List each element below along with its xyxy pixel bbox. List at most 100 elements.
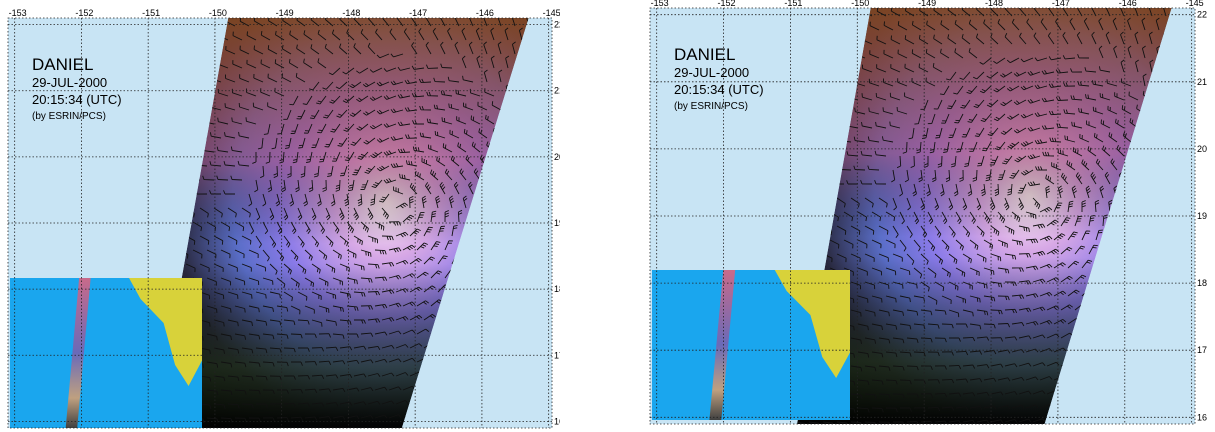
- wind-barb: [1194, 259, 1203, 268]
- lon-tick-label: -147: [1052, 0, 1070, 8]
- wind-barb: [914, 113, 922, 125]
- wind-barb: [254, 179, 259, 193]
- wind-barb: [1018, 197, 1024, 211]
- wind-barb: [430, 241, 441, 251]
- wind-barb: [983, 19, 992, 31]
- wind-barb: [318, 333, 332, 338]
- wind-barb: [269, 347, 282, 353]
- wind-barb: [425, 41, 432, 55]
- wind-barb: [409, 228, 421, 237]
- wind-barb: [441, 117, 453, 125]
- wind-barb: [357, 151, 369, 160]
- wind-barb: [332, 333, 345, 339]
- wind-barb: [1134, 31, 1139, 45]
- wind-barb: [857, 267, 868, 276]
- wind-barb: [298, 137, 306, 149]
- wind-barb: [265, 151, 271, 164]
- wind-barb: [448, 103, 460, 111]
- wind-barb: [283, 235, 291, 248]
- wind-barb: [1034, 57, 1048, 62]
- wind-barb: [948, 127, 957, 138]
- wind-barb: [875, 92, 887, 101]
- wind-barb: [857, 379, 870, 386]
- lon-tick-label: -145: [543, 8, 560, 18]
- wind-barb: [206, 389, 219, 396]
- wind-barb: [332, 415, 346, 420]
- wind-barb: [290, 389, 304, 394]
- wind-barb: [1141, 45, 1146, 59]
- wind-barb: [339, 165, 348, 177]
- wind-barb: [1063, 109, 1076, 115]
- wind-barb: [1032, 250, 1046, 257]
- wind-barb: [920, 281, 930, 292]
- wind-barb: [1011, 294, 1025, 300]
- wind-barb: [339, 401, 353, 406]
- wind-barb: [1048, 83, 1062, 88]
- wind-barb: [955, 378, 969, 383]
- wind-barb: [899, 267, 911, 276]
- wind-barb: [374, 331, 388, 336]
- wind-barb: [1141, 17, 1146, 31]
- wind-barb: [969, 295, 981, 303]
- wind-barb: [927, 406, 941, 412]
- wind-barb: [459, 168, 467, 181]
- wind-barb: [961, 33, 971, 45]
- wind-barb: [1004, 363, 1018, 368]
- wind-barb: [388, 274, 402, 280]
- wind-barb: [381, 262, 395, 267]
- wind-barb: [216, 175, 229, 181]
- wind-barb: [843, 211, 854, 222]
- wind-barb: [997, 405, 1011, 410]
- wind-barb: [1032, 197, 1041, 209]
- wind-barb: [962, 309, 974, 317]
- wind-barb: [220, 277, 231, 286]
- wind-barb: [1007, 183, 1013, 196]
- wind-barb: [206, 361, 219, 368]
- lat-tick-label: 19: [554, 218, 560, 228]
- wind-barb: [260, 59, 271, 69]
- wind-barb: [857, 351, 870, 358]
- wind-barb: [276, 305, 289, 312]
- wind-barb: [248, 277, 260, 286]
- wind-barb: [360, 179, 369, 190]
- wind-barb: [969, 350, 983, 355]
- wind-barb: [857, 323, 869, 331]
- wind-barb: [290, 249, 299, 261]
- lon-tick-label: -150: [209, 8, 227, 18]
- wind-barb: [1039, 319, 1053, 325]
- wind-barb: [360, 305, 374, 310]
- wind-barb: [290, 123, 299, 134]
- wind-barb: [1128, 91, 1139, 101]
- lon-tick-label: -151: [784, 0, 802, 8]
- wind-barb: [241, 347, 254, 354]
- wind-barb: [292, 151, 299, 164]
- wind-barb: [1086, 120, 1097, 129]
- wind-barb: [867, 165, 880, 171]
- wind-barb: [1018, 362, 1032, 367]
- wind-barb: [853, 136, 866, 143]
- wind-barb: [290, 333, 303, 339]
- wind-barb: [257, 137, 264, 150]
- wind-barb: [1120, 59, 1125, 73]
- wind-barb: [1053, 202, 1063, 213]
- wind-barb: [871, 323, 883, 330]
- wind-barb: [1004, 391, 1018, 396]
- wind-barb: [440, 90, 453, 97]
- wind-barb: [1018, 307, 1032, 313]
- wind-barb: [223, 190, 235, 195]
- wind-barb: [374, 414, 388, 419]
- wind-barb: [416, 328, 430, 335]
- wind-barb: [1041, 70, 1055, 75]
- wind-barb: [993, 85, 1006, 93]
- wind-barb: [959, 71, 971, 80]
- wind-barb: [986, 99, 999, 108]
- wind-barb: [962, 281, 973, 290]
- wind-barb: [281, 73, 292, 83]
- wind-barb: [913, 211, 919, 225]
- wind-barb: [311, 235, 320, 248]
- wind-barb: [267, 179, 273, 193]
- wind-barb: [454, 18, 460, 27]
- wind-barb: [360, 277, 373, 283]
- wind-barb: [262, 249, 270, 262]
- wind-barb: [397, 66, 411, 71]
